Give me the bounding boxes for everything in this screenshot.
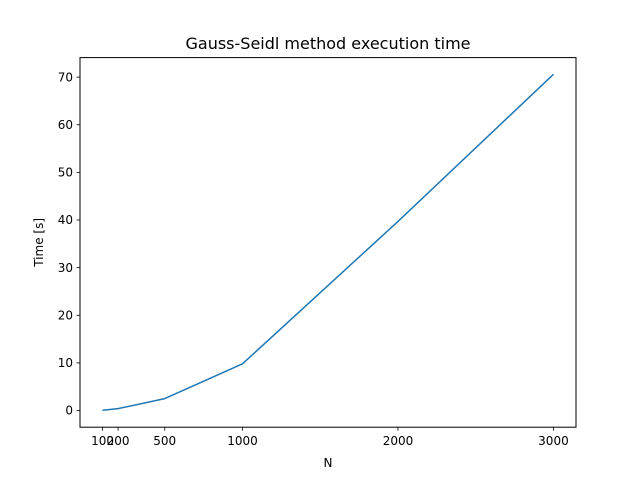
y-tick-label: 0 <box>65 404 73 418</box>
x-tick-label: 2000 <box>383 434 414 448</box>
y-tick-label: 50 <box>58 166 73 180</box>
y-tick-label: 60 <box>58 118 73 132</box>
y-axis-label: Time [s] <box>32 218 46 268</box>
chart-title: Gauss-Seidl method execution time <box>186 34 471 53</box>
x-tick-label: 100 <box>91 434 114 448</box>
y-tick-label: 70 <box>58 70 73 84</box>
x-axis-label: N <box>324 456 333 470</box>
axes-frame <box>79 57 577 428</box>
series-line <box>102 73 554 412</box>
y-tick-label: 10 <box>58 356 73 370</box>
plot-area <box>102 73 554 412</box>
x-tick-label: 3000 <box>538 434 569 448</box>
x-tick-label: 500 <box>153 434 176 448</box>
y-tick-label: 40 <box>58 213 73 227</box>
y-tick-label: 20 <box>58 308 73 322</box>
x-tick-label: 200 <box>107 434 130 448</box>
y-axis-ticks: 0 10 20 30 40 50 60 70 <box>58 70 80 418</box>
x-tick-label: 1000 <box>227 434 258 448</box>
y-tick-label: 30 <box>58 261 73 275</box>
